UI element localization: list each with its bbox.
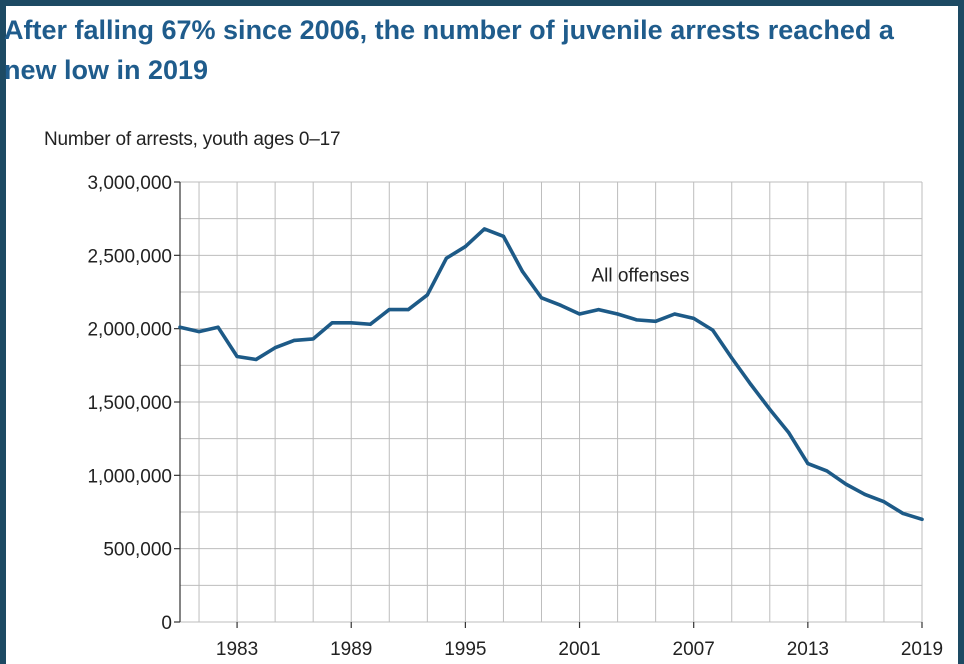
data-point	[558, 303, 563, 307]
x-tick-label: 2007	[673, 639, 715, 660]
data-point	[901, 511, 905, 516]
data-point	[596, 308, 601, 312]
data-point	[863, 492, 867, 496]
x-axis-ticks: 1983 1989 1995 2001 2007 2013 2019	[216, 622, 943, 660]
data-point	[920, 517, 924, 521]
data-point	[463, 244, 467, 249]
data-point	[635, 318, 639, 322]
data-point	[501, 234, 506, 238]
data-point	[216, 325, 220, 329]
y-tick-label: 1,000,000	[87, 466, 172, 487]
data-point	[806, 462, 810, 466]
data-point	[178, 325, 182, 329]
y-tick-label: 2,500,000	[87, 246, 172, 267]
x-tick-label: 1983	[216, 639, 258, 660]
data-point	[615, 312, 620, 316]
data-point	[197, 330, 201, 334]
data-point	[673, 312, 677, 316]
y-tick-label: 3,000,000	[87, 173, 172, 194]
data-point	[654, 319, 658, 323]
data-point	[330, 321, 334, 325]
data-point	[425, 293, 429, 297]
data-point	[844, 482, 848, 486]
data-point	[444, 256, 448, 260]
gridlines	[179, 181, 923, 623]
data-point	[311, 337, 315, 341]
x-tick-label: 1995	[444, 639, 486, 660]
data-point	[349, 321, 353, 325]
data-point	[482, 227, 487, 231]
data-point	[539, 296, 544, 300]
data-point	[368, 322, 372, 326]
data-point	[825, 469, 829, 473]
x-tick-label: 2019	[901, 639, 943, 660]
y-tick-label: 2,000,000	[87, 320, 172, 341]
data-point	[406, 308, 410, 312]
series-annotation: All offenses	[591, 266, 689, 287]
y-tick-label: 0	[161, 613, 172, 634]
y-axis-ticks: 0 500,000 1,000,000 1,500,000 2,000,000 2,500…	[87, 173, 180, 634]
y-tick-label: 1,500,000	[87, 393, 172, 414]
x-tick-label: 2001	[558, 639, 600, 660]
data-point	[749, 382, 753, 386]
chart-title: After falling 67% since 2006, the number…	[4, 15, 894, 85]
data-point	[520, 269, 525, 274]
data-point	[235, 354, 239, 359]
data-point	[882, 500, 886, 504]
x-tick-label: 1989	[330, 639, 372, 660]
data-point	[730, 356, 734, 360]
data-point	[711, 328, 715, 332]
data-point	[292, 338, 296, 342]
series-layer	[178, 227, 924, 522]
data-point	[692, 316, 696, 320]
series-line	[178, 227, 924, 522]
data-point	[254, 357, 258, 362]
annotations: All offenses	[591, 266, 689, 287]
y-axis-label: Number of arrests, youth ages 0–17	[44, 129, 341, 150]
x-tick-label: 2013	[787, 639, 829, 660]
chart-panel	[6, 6, 958, 664]
data-point	[387, 308, 391, 312]
y-tick-label: 500,000	[103, 540, 172, 561]
data-point	[273, 346, 277, 350]
data-point	[787, 431, 791, 435]
data-point	[577, 312, 582, 316]
data-point	[768, 407, 772, 411]
